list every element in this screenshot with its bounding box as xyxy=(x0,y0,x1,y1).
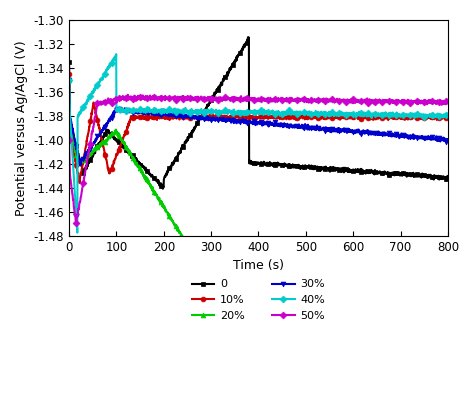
Line: 0: 0 xyxy=(67,35,450,191)
10% xyxy=(66,72,72,77)
10% xyxy=(73,162,79,167)
Line: 20%: 20% xyxy=(67,77,450,413)
Line: 50%: 50% xyxy=(67,93,450,225)
0 xyxy=(73,143,79,148)
50% xyxy=(328,99,334,104)
0 xyxy=(421,173,427,178)
50% xyxy=(73,221,79,225)
20% xyxy=(237,328,243,333)
Y-axis label: Potential versus Ag/AgCl (V): Potential versus Ag/AgCl (V) xyxy=(15,40,28,216)
10% xyxy=(421,114,427,119)
Line: 40%: 40% xyxy=(67,52,450,235)
0 xyxy=(328,166,334,171)
30% xyxy=(328,126,333,131)
10% xyxy=(134,114,140,119)
0 xyxy=(160,186,166,191)
40% xyxy=(328,112,334,117)
40% xyxy=(113,52,119,57)
30% xyxy=(66,77,72,82)
30% xyxy=(260,121,266,126)
50% xyxy=(135,96,140,101)
40% xyxy=(73,212,79,217)
50% xyxy=(421,100,427,104)
0 xyxy=(261,162,266,167)
30% xyxy=(77,163,83,168)
30% xyxy=(421,136,427,141)
10% xyxy=(77,180,82,185)
X-axis label: Time (s): Time (s) xyxy=(233,259,284,273)
0 xyxy=(445,176,451,181)
20% xyxy=(66,77,72,82)
40% xyxy=(421,114,427,119)
10% xyxy=(260,116,266,121)
50% xyxy=(261,97,266,102)
40% xyxy=(135,109,140,114)
40% xyxy=(74,230,80,235)
40% xyxy=(445,112,451,116)
20% xyxy=(134,160,140,165)
30% xyxy=(73,144,79,149)
50% xyxy=(66,138,72,142)
0 xyxy=(238,49,244,54)
20% xyxy=(260,363,266,368)
40% xyxy=(261,109,266,114)
10% xyxy=(445,114,451,119)
Line: 10%: 10% xyxy=(67,72,450,185)
10% xyxy=(238,115,244,120)
0 xyxy=(245,35,251,40)
30% xyxy=(445,139,451,144)
20% xyxy=(73,152,79,157)
0 xyxy=(66,59,72,64)
40% xyxy=(238,112,244,116)
40% xyxy=(66,77,72,82)
Line: 30%: 30% xyxy=(67,77,450,168)
50% xyxy=(238,97,244,102)
Legend: 0, 10%, 20%, 30%, 40%, 50%: 0, 10%, 20%, 30%, 40%, 50% xyxy=(189,276,328,324)
50% xyxy=(125,92,131,97)
30% xyxy=(134,109,140,114)
0 xyxy=(134,158,140,163)
30% xyxy=(238,119,244,124)
10% xyxy=(328,114,333,119)
50% xyxy=(73,218,79,223)
50% xyxy=(445,100,451,105)
